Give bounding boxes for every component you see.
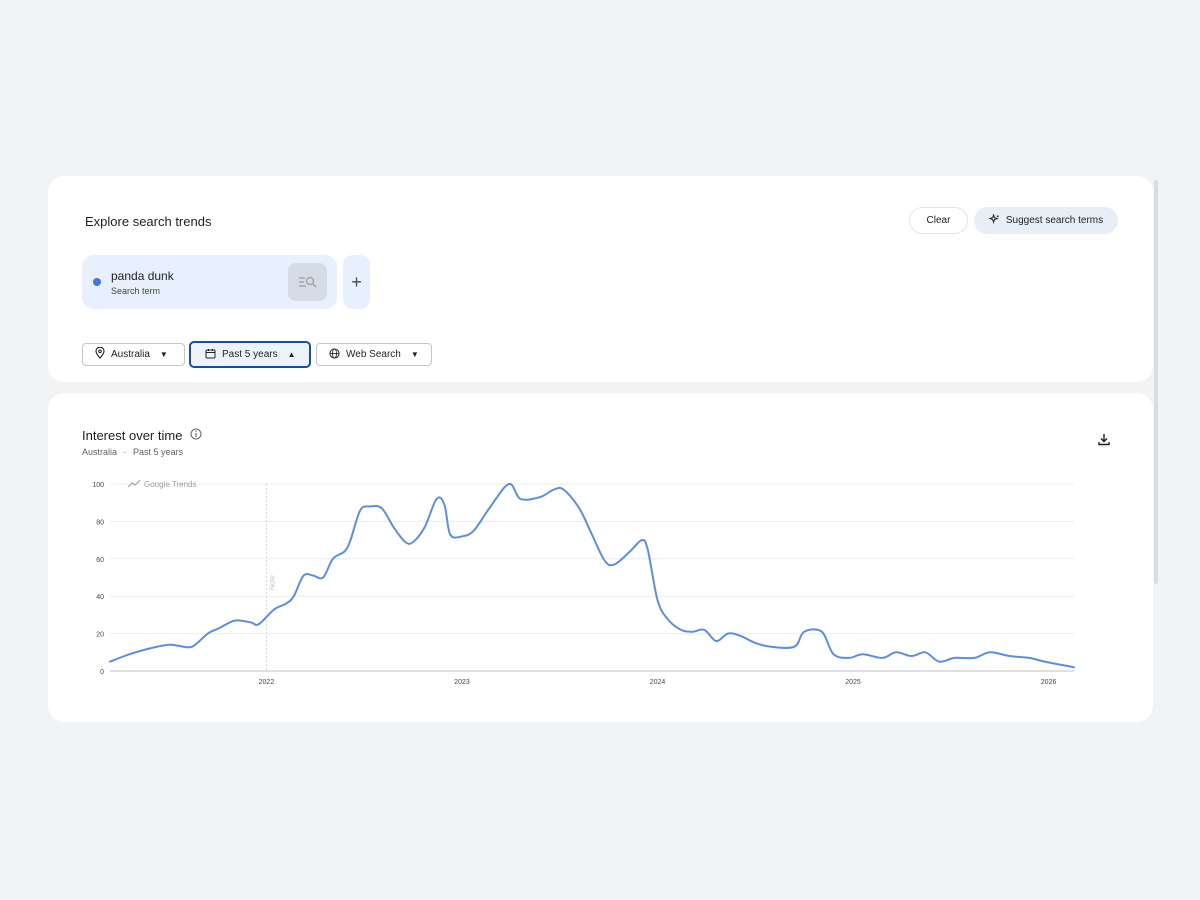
interest-line-chart[interactable]: 0 20 40 60 80 100 2022 2023 2024 2025 2026 Note G… [48,393,1108,703]
download-icon[interactable] [1097,432,1113,448]
time-filter-label: Past 5 years [222,349,278,360]
time-filter[interactable]: Past 5 years ▲ [189,341,311,368]
plus-icon: + [351,271,362,292]
y-tick-0: 0 [100,669,104,676]
y-tick-40: 40 [96,594,104,601]
series-line-panda-dunk [109,482,1075,669]
property-filter-label: Web Search [346,349,401,360]
globe-icon [329,347,340,362]
x-tick-labels: 2022 2023 2024 2025 2026 [259,679,1057,686]
chart-note-marker: Note [265,484,276,671]
chart-subtitle: Australia · Past 5 years [82,447,183,457]
chart-title: Interest over time [82,428,183,443]
suggest-label: Suggest search terms [1005,215,1104,226]
suggest-search-terms-button[interactable]: Suggest search terms [974,207,1118,234]
google-trends-watermark: Google Trends [127,479,196,489]
x-tick-2022: 2022 [259,679,275,686]
page-scrollbar[interactable] [1154,180,1158,584]
y-tick-80: 80 [96,519,104,526]
search-refine-icon[interactable] [288,263,327,301]
chart-grid [110,483,1074,672]
info-icon[interactable] [190,428,202,443]
term-name: panda dunk [111,269,174,283]
caret-down-icon: ▼ [410,350,419,359]
location-pin-icon [95,346,105,362]
x-tick-2025: 2025 [845,679,861,686]
term-color-dot [93,278,101,286]
y-tick-20: 20 [96,632,104,639]
add-term-button[interactable]: + [343,255,370,309]
caret-up-icon: ▲ [287,350,296,359]
y-tick-labels: 0 20 40 60 80 100 [92,482,104,676]
calendar-icon [205,348,216,362]
y-tick-60: 60 [96,557,104,564]
geo-filter[interactable]: Australia ▼ [82,343,185,366]
x-tick-2023: 2023 [454,679,470,686]
explore-heading: Explore search trends [85,214,212,229]
search-term-chip[interactable]: panda dunk Search term [82,255,337,309]
subtitle-separator: · [123,447,127,457]
x-tick-2026: 2026 [1041,679,1057,686]
explore-card: Explore search trends Clear Suggest sear… [48,176,1153,382]
interest-over-time-card: Interest over time Australia · Past 5 ye… [48,393,1153,722]
trend-arrow-icon [127,479,141,488]
caret-down-icon: ▼ [159,350,168,359]
geo-filter-label: Australia [111,349,150,360]
subtitle-geo: Australia [82,447,118,457]
property-filter[interactable]: Web Search ▼ [316,343,432,366]
x-tick-2024: 2024 [650,679,666,686]
chart-title-row: Interest over time [82,428,202,443]
watermark-label: Google Trends [144,480,196,489]
clear-button[interactable]: Clear [909,207,968,234]
note-label: Note [269,575,276,590]
sparkle-icon [988,212,1000,228]
subtitle-time: Past 5 years [133,447,184,457]
y-tick-100: 100 [92,482,104,489]
term-type: Search term [111,286,161,296]
